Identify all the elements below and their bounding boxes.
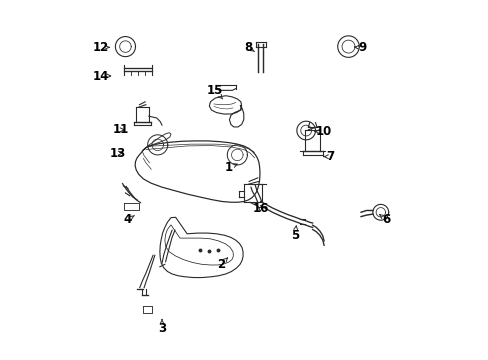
Text: 6: 6 [379,213,389,226]
Text: 15: 15 [206,84,223,99]
Text: 2: 2 [217,258,227,271]
Text: 11: 11 [112,123,129,136]
Text: 3: 3 [158,319,166,335]
Text: 1: 1 [224,161,237,174]
Text: 4: 4 [123,213,134,226]
Text: 7: 7 [323,150,334,163]
Text: 5: 5 [290,226,298,242]
Text: 14: 14 [93,69,110,82]
Text: 13: 13 [110,147,126,159]
Text: 10: 10 [314,125,331,138]
Text: 12: 12 [93,41,109,54]
Text: 16: 16 [252,202,268,215]
Text: 9: 9 [354,41,366,54]
Text: 8: 8 [244,41,254,54]
